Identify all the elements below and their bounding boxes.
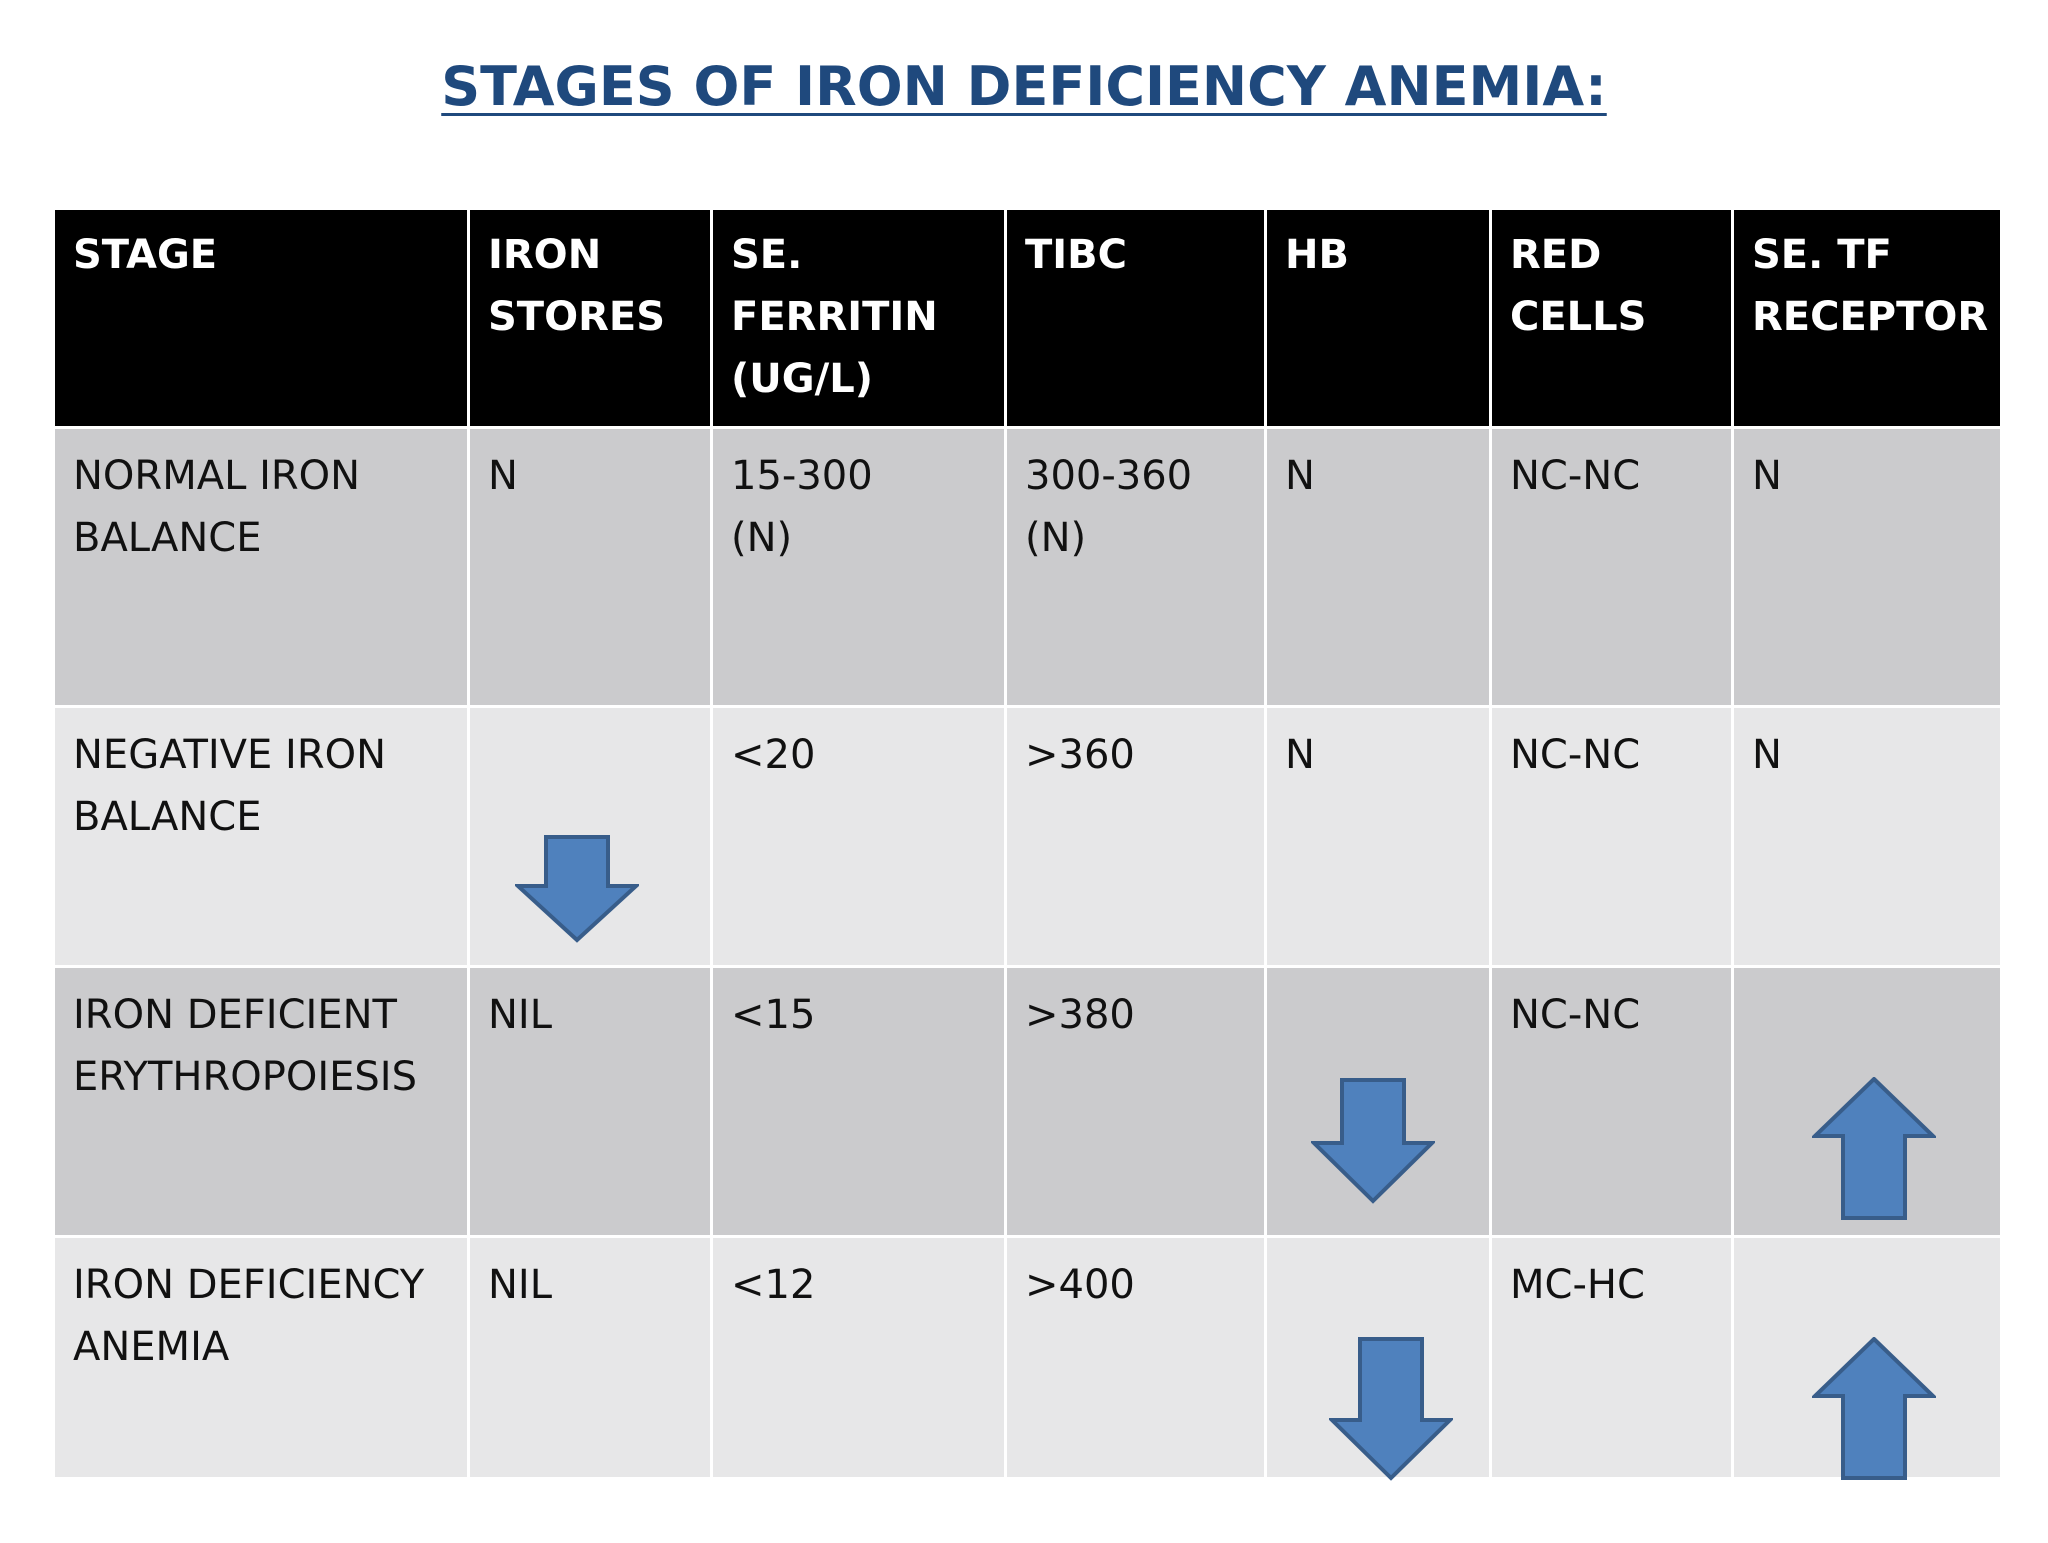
cell-hb: N <box>1264 705 1492 968</box>
cell-tibc: 300-360 (N) <box>1004 426 1267 708</box>
cell-stage: NEGATIVE IRON BALANCE <box>52 705 470 968</box>
cell-tibc: >360 <box>1004 705 1267 968</box>
arrow-down-icon <box>1329 1275 1453 1481</box>
cell-iron-stores: NIL <box>467 965 713 1238</box>
table-row: NEGATIVE IRON BALANCE <20 >360 N NC-NC N <box>52 705 2003 968</box>
table-row: NORMAL IRON BALANCE N 15-300 (N) 300-360… <box>52 426 2003 708</box>
cell-iron-stores: NIL <box>467 1235 713 1480</box>
cell-tibc: >380 <box>1004 965 1267 1238</box>
cell-red-cells: NC-NC <box>1489 705 1734 968</box>
table-row: IRON DEFICIENT ERYTHROPOIESIS NIL <15 >3… <box>52 965 2003 1238</box>
cell-hb <box>1264 1235 1492 1481</box>
cell-stage: NORMAL IRON BALANCE <box>52 426 470 708</box>
arrow-up-icon <box>1812 1275 1936 1480</box>
iron-deficiency-stages-table: STAGE IRON STORES SE. FERRITIN (UG/L) TI… <box>52 207 2003 1481</box>
cell-red-cells: NC-NC <box>1489 965 1734 1238</box>
slide-title: STAGES OF IRON DEFICIENCY ANEMIA: <box>441 55 1607 118</box>
arrow-up-icon <box>1812 1015 1936 1220</box>
cell-se-ferritin: <12 <box>710 1235 1007 1480</box>
cell-stage: IRON DEFICIENCY ANEMIA <box>52 1235 470 1480</box>
cell-iron-stores <box>467 705 713 968</box>
header-iron-stores: IRON STORES <box>467 207 713 429</box>
cell-stage: IRON DEFICIENT ERYTHROPOIESIS <box>52 965 470 1238</box>
cell-se-ferritin: <15 <box>710 965 1007 1238</box>
header-se-tf-receptor: SE. TF RECEPTOR <box>1731 207 2003 429</box>
arrow-down-icon <box>1311 1016 1435 1204</box>
cell-se-tf-receptor: N <box>1731 705 2003 968</box>
cell-se-tf-receptor <box>1731 1235 2003 1480</box>
cell-se-tf-receptor <box>1731 965 2003 1238</box>
cell-se-ferritin: 15-300 (N) <box>710 426 1007 708</box>
cell-red-cells: MC-HC <box>1489 1235 1734 1480</box>
header-tibc: TIBC <box>1004 207 1267 429</box>
header-hb: HB <box>1264 207 1492 429</box>
cell-iron-stores: N <box>467 426 713 708</box>
cell-se-ferritin: <20 <box>710 705 1007 968</box>
header-stage: STAGE <box>52 207 470 429</box>
table-row: IRON DEFICIENCY ANEMIA NIL <12 >400 MC-H… <box>52 1235 2003 1481</box>
header-red-cells: RED CELLS <box>1489 207 1734 429</box>
arrow-down-icon <box>515 773 639 943</box>
cell-se-tf-receptor: N <box>1731 426 2003 708</box>
table-header-row: STAGE IRON STORES SE. FERRITIN (UG/L) TI… <box>52 207 2003 429</box>
cell-red-cells: NC-NC <box>1489 426 1734 708</box>
header-se-ferritin: SE. FERRITIN (UG/L) <box>710 207 1007 429</box>
cell-hb: N <box>1264 426 1492 708</box>
cell-hb <box>1264 965 1492 1238</box>
cell-tibc: >400 <box>1004 1235 1267 1480</box>
